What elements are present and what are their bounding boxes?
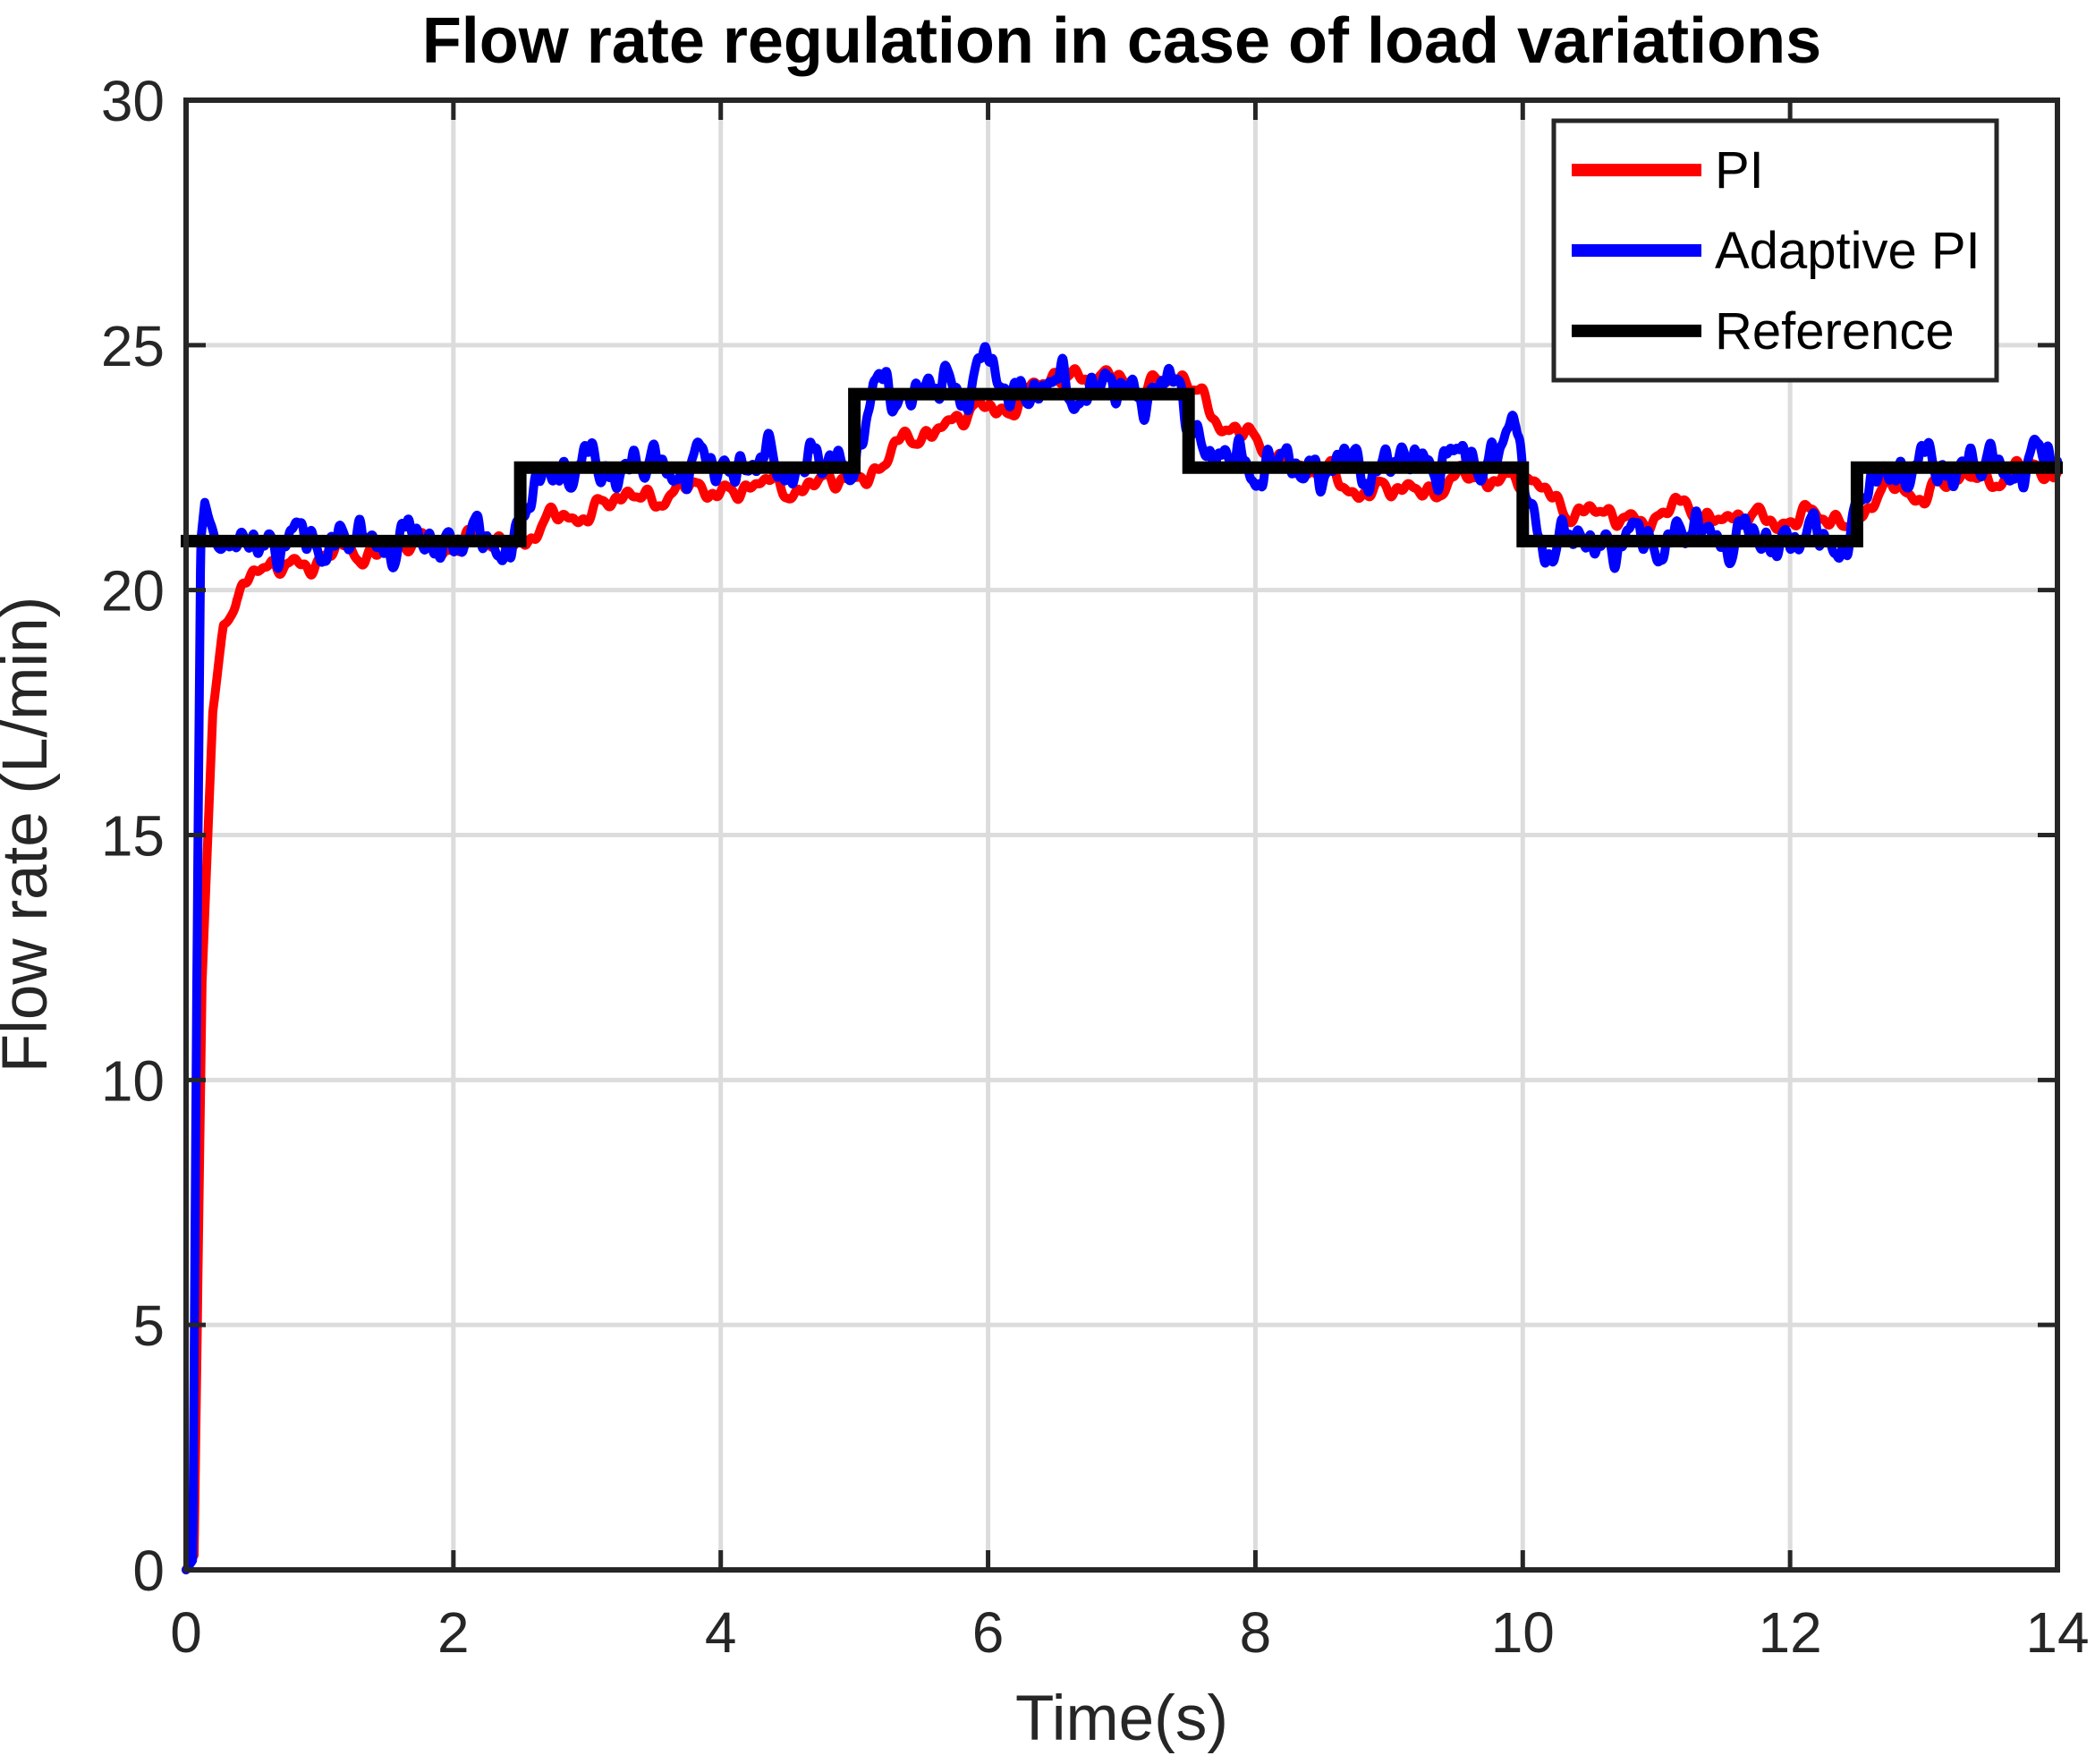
adaptive-pi-line [182, 342, 2062, 1574]
x-tick-label: 10 [1491, 1600, 1555, 1665]
y-tick-label: 15 [101, 804, 165, 869]
legend: PI Adaptive PI Reference [1551, 118, 1999, 383]
tick-layer: 0 2 4 6 8 10 12 14 0 5 10 15 20 25 30 [101, 69, 2090, 1665]
y-tick-label: 20 [101, 559, 165, 623]
y-tick-label: 25 [101, 314, 165, 378]
y-tick-label: 5 [132, 1293, 165, 1358]
series-layer [181, 342, 2063, 1574]
x-tick-label: 14 [2025, 1600, 2089, 1665]
reference-line [181, 387, 2063, 547]
legend-label-adaptive-pi: Adaptive PI [1715, 222, 1980, 280]
y-tick-label: 10 [101, 1048, 165, 1113]
y-tick-label: 0 [132, 1539, 165, 1603]
x-axis-label: Time(s) [1015, 1683, 1228, 1754]
x-tick-label: 4 [705, 1600, 737, 1665]
x-tick-label: 6 [972, 1600, 1005, 1665]
legend-label-reference: Reference [1715, 302, 1955, 360]
legend-label-pi: PI [1715, 141, 1764, 199]
x-tick-label: 0 [170, 1600, 202, 1665]
y-tick-label: 30 [101, 69, 165, 133]
x-tick-label: 12 [1759, 1600, 1822, 1665]
x-tick-label: 8 [1240, 1600, 1272, 1665]
chart-title: Flow rate regulation in case of load var… [422, 5, 1821, 77]
x-tick-label: 2 [437, 1600, 470, 1665]
y-axis-label: Flow rate (L/min) [0, 597, 61, 1073]
